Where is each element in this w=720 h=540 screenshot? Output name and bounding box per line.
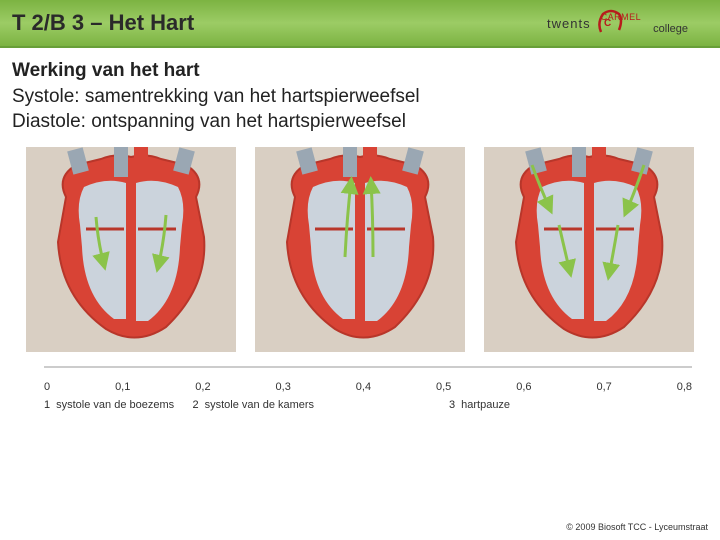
timeline-tick: 0,8 xyxy=(677,381,692,393)
timeline-label: 3 hartpauze xyxy=(449,399,692,411)
logo-text-mid: CARMEL xyxy=(601,12,642,22)
timeline-tick: 0,7 xyxy=(596,381,611,393)
timeline-label-num: 2 xyxy=(193,399,199,411)
timeline-label-text: systole van de kamers xyxy=(205,399,314,411)
timeline-tick: 0,3 xyxy=(276,381,291,393)
timeline-tick: 0,2 xyxy=(195,381,210,393)
timeline: 0 0,1 0,2 0,3 0,4 0,5 0,6 0,7 0,8 1 systole van d… xyxy=(20,360,700,411)
heart-diagram-ventricular_systole xyxy=(255,147,465,352)
timeline-tick: 0,6 xyxy=(516,381,531,393)
footer-copyright: © 2009 Biosoft TCC - Lyceumstraat xyxy=(566,522,708,532)
section-line-2: Diastole: ontspanning van het hartspierw… xyxy=(12,109,708,135)
page-title: T 2/B 3 – Het Hart xyxy=(12,10,194,36)
heart-diagram-atrial_systole xyxy=(26,147,236,352)
section-heading: Werking van het hart xyxy=(12,58,708,84)
timeline-tick: 0,4 xyxy=(356,381,371,393)
content-area: Werking van het hart Systole: samentrekk… xyxy=(0,48,720,421)
logo: twents C CARMEL college xyxy=(547,8,708,38)
diagram-area: 0 0,1 0,2 0,3 0,4 0,5 0,6 0,7 0,8 1 systole van d… xyxy=(12,147,708,411)
timeline-label-text: systole van de boezems xyxy=(56,399,174,411)
section-line-1: Systole: samentrekking van het hartspier… xyxy=(12,84,708,110)
timeline-label-num: 1 xyxy=(44,399,50,411)
timeline-label: 2 systole van de kamers xyxy=(193,399,450,411)
timeline-label-num: 3 xyxy=(449,399,455,411)
timeline-tick: 0 xyxy=(44,381,50,393)
logo-text-right: college xyxy=(653,23,688,35)
timeline-label: 1 systole van de boezems xyxy=(44,399,193,411)
timeline-axis xyxy=(44,360,692,374)
heart-diagram-diastole xyxy=(484,147,694,352)
timeline-tick: 0,5 xyxy=(436,381,451,393)
timeline-tick: 0,1 xyxy=(115,381,130,393)
hearts-row xyxy=(20,147,700,352)
timeline-labels: 1 systole van de boezems 2 systole van de k… xyxy=(44,399,692,411)
timeline-ticks: 0 0,1 0,2 0,3 0,4 0,5 0,6 0,7 0,8 xyxy=(44,381,692,393)
title-bar: T 2/B 3 – Het Hart twents C CARMEL colle… xyxy=(0,0,720,48)
logo-text-left: twents xyxy=(547,16,591,31)
timeline-label-text: hartpauze xyxy=(461,399,510,411)
